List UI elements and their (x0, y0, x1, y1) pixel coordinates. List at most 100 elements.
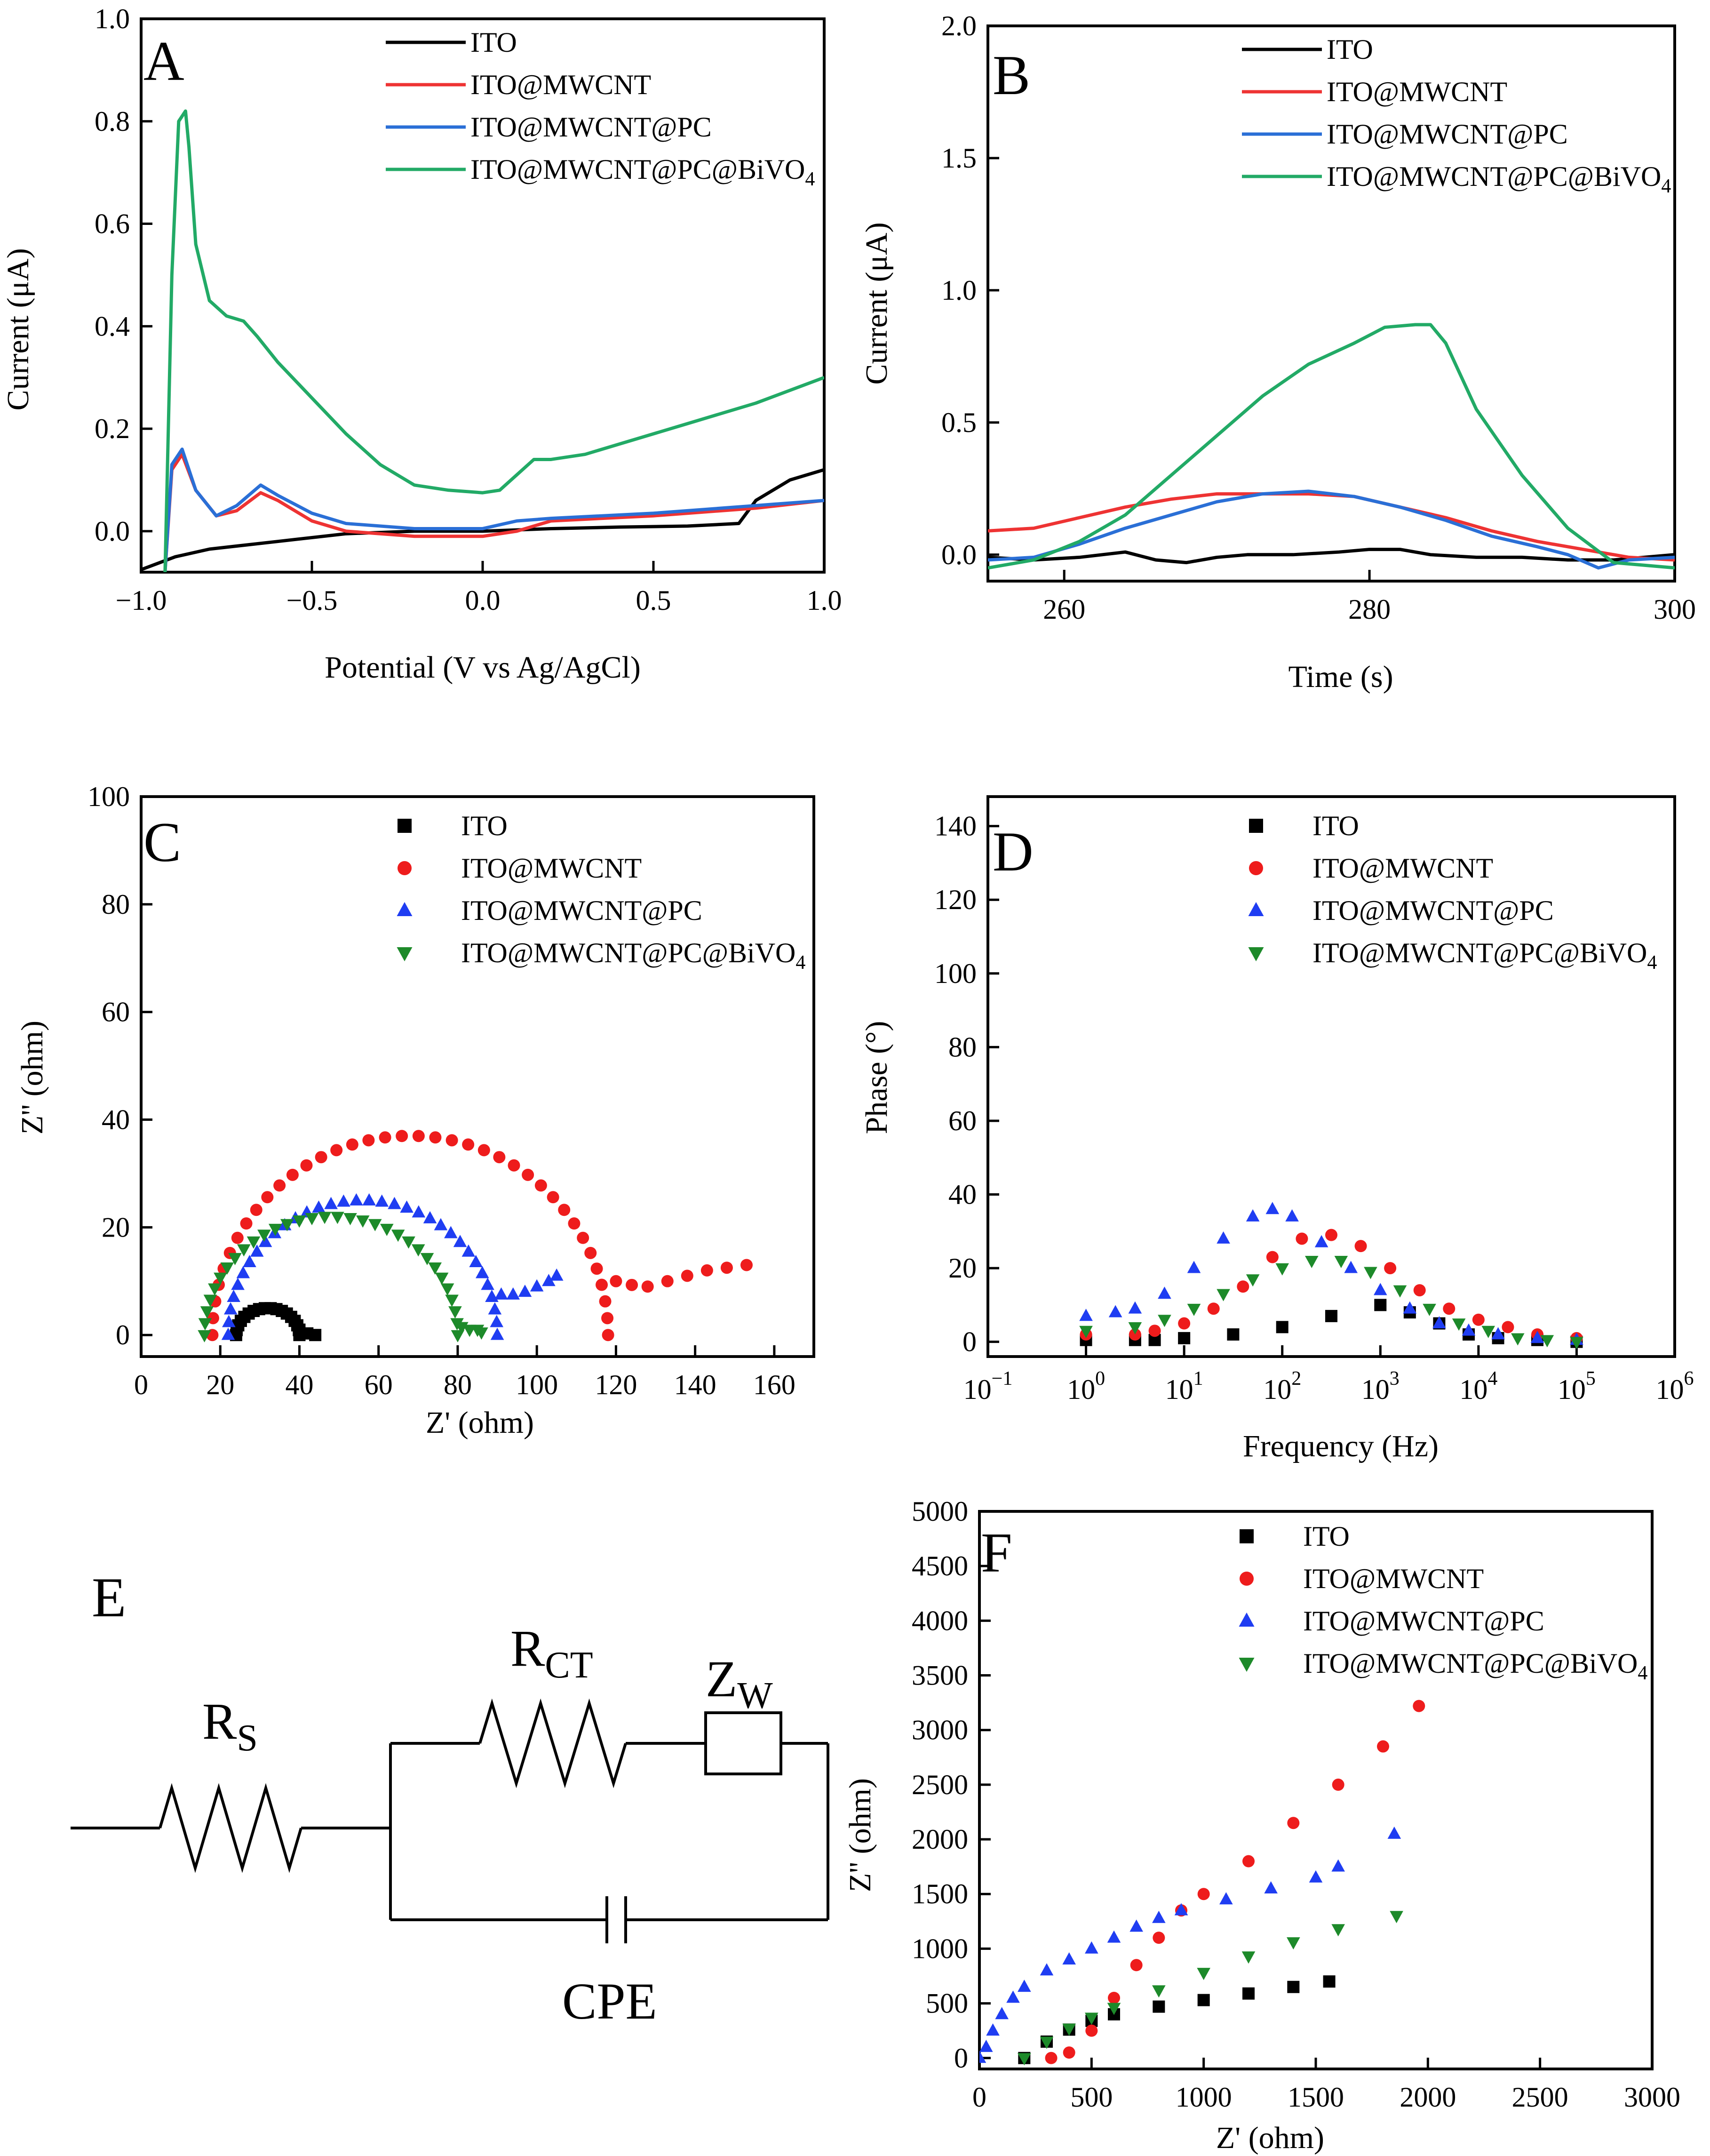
series-ito-mwcnt (1045, 1700, 1425, 2064)
series-ito-mwcnt-pc-point (388, 1197, 401, 1209)
y-tick-label: 40 (948, 1179, 977, 1210)
y-tick-label: 2.0 (941, 10, 977, 41)
series-ito-point (1325, 1310, 1337, 1322)
y-tick-label: 0 (116, 1319, 130, 1350)
legend-swatch (397, 947, 413, 961)
x-tick-label: 300 (1654, 594, 1696, 625)
series-ito-point (1178, 1332, 1191, 1344)
series-ito-mwcnt-pc-bivo4 (1079, 1256, 1583, 1349)
legend-label: ITO@MWCNT (470, 69, 651, 100)
legend-label: ITO@MWCNT@PC (461, 895, 702, 926)
series-ito-mwcnt-point (700, 1264, 713, 1277)
panel-letter-a: A (143, 30, 184, 92)
series-ito-mwcnt-pc-bivo4 (198, 1212, 488, 1342)
series-ito-mwcnt-point (240, 1217, 253, 1230)
series-ito-mwcnt-point (1443, 1302, 1455, 1315)
series-ito-mwcnt-pc-bivo4-point (1079, 1326, 1093, 1338)
y-tick-label: 60 (102, 997, 130, 1028)
series-ito-mwcnt-pc-point (258, 1235, 272, 1247)
series-ito-mwcnt-pc-point (1264, 1881, 1278, 1894)
x-tick-label: 2500 (1512, 2082, 1568, 2113)
resistor-rs (159, 1783, 302, 1873)
series-ito-mwcnt-point (1296, 1232, 1308, 1245)
x-tick-label: 160 (753, 1369, 795, 1400)
series-ito-mwcnt-point (1242, 1855, 1255, 1868)
series-ito-mwcnt-point (250, 1204, 262, 1216)
legend-label: ITO@MWCNT@PC@BiVO4 (1303, 1648, 1647, 1684)
series-ito-point (309, 1329, 322, 1342)
x-tick-label: 80 (444, 1369, 472, 1400)
legend-swatch (1249, 861, 1263, 875)
series-ito-mwcnt-point (261, 1191, 274, 1204)
x-tick-label: 100 (516, 1369, 558, 1400)
series-ito-mwcnt-pc-bivo4-point (1511, 1333, 1525, 1346)
series-ito-mwcnt-pc-bivo4-point (1187, 1303, 1201, 1316)
series-ito-mwcnt-pc-line (163, 447, 824, 572)
series-ito-mwcnt-pc-point (1006, 1990, 1020, 2003)
series-ito-line (141, 468, 824, 571)
series-ito-mwcnt-point (1384, 1262, 1397, 1275)
y-tick-label: 500 (926, 1988, 968, 2019)
series-ito-mwcnt-point (1325, 1229, 1337, 1241)
y-tick-label: 4500 (912, 1550, 968, 1581)
legend-swatch (1240, 1572, 1254, 1586)
series-ito-mwcnt-pc-point (223, 1302, 238, 1315)
series-ito-mwcnt-point (1148, 1325, 1161, 1337)
x-tick-label: 2000 (1400, 2082, 1456, 2113)
series-ito-mwcnt-point (1045, 2052, 1058, 2064)
series-ito-mwcnt-pc-bivo4-point (208, 1283, 222, 1296)
series-ito-mwcnt-point (681, 1270, 693, 1282)
series-ito-mwcnt-pc-bivo4-point (1128, 1322, 1142, 1334)
series-ito-mwcnt-pc-point (1085, 1941, 1098, 1954)
y-tick-label: 0.0 (941, 539, 977, 570)
series-ito-mwcnt-pc-bivo4-point (1540, 1335, 1554, 1348)
label-cpe: CPE (562, 1972, 657, 2030)
series-ito-mwcnt-point (610, 1275, 622, 1287)
legend-a: ITO ITO@MWCNT ITO@MWCNT@PC ITO@MWCNT@PC@BiV… (386, 27, 815, 190)
series-ito-mwcnt-pc-point (1285, 1209, 1299, 1222)
series-ito-mwcnt-pc-point (375, 1194, 389, 1207)
series-ito-mwcnt-pc-point (475, 1266, 489, 1278)
series-ito-mwcnt-point (1085, 2024, 1098, 2037)
series-ito-mwcnt-point (231, 1231, 244, 1244)
x-tick-label: 104 (1459, 1368, 1497, 1405)
series-ito-mwcnt-pc-point (400, 1200, 414, 1213)
series-ito-mwcnt-point (547, 1191, 559, 1204)
series-ito-mwcnt-pc-bivo4-point (1364, 1267, 1377, 1279)
series-ito-mwcnt-pc-point (1265, 1202, 1280, 1214)
series-ito-mwcnt-pc-bivo4-point (1304, 1256, 1319, 1269)
series-ito-mwcnt-pc-point (444, 1226, 458, 1238)
legend-c: ITO ITO@MWCNT ITO@MWCNT@PC ITO@MWCNT@PC@BiV… (397, 810, 805, 974)
legend-label: ITO@MWCNT@PC (1312, 895, 1554, 926)
series-ito-mwcnt-point (626, 1278, 638, 1291)
series-ito-line (988, 548, 1675, 565)
series-ito-mwcnt-pc-bivo4-point (1197, 1968, 1210, 1980)
legend-swatch (398, 819, 412, 833)
series-ito-mwcnt-point (1178, 1317, 1191, 1330)
y-tick-label: 1500 (912, 1878, 968, 1909)
series-ito-mwcnt-pc-point (530, 1279, 544, 1292)
legend-label: ITO@MWCNT@PC (470, 112, 712, 143)
series-ito-mwcnt-point (330, 1144, 343, 1157)
series-ito-mwcnt-pc-point (1344, 1261, 1358, 1273)
y-axis-label: Current (μA) (859, 222, 894, 384)
y-tick-label: 0.8 (95, 106, 130, 137)
series-ito-mwcnt-point (522, 1168, 534, 1181)
series-ito-mwcnt-point (1502, 1321, 1514, 1334)
series-ito-mwcnt-point (273, 1179, 286, 1192)
x-tick-label: 100 (1067, 1368, 1105, 1405)
series-ito-mwcnt-point (558, 1204, 571, 1216)
series-ito-mwcnt-pc-point (324, 1197, 338, 1209)
label-rs: RS (202, 1693, 258, 1759)
panel-a: −1.0 −0.5 0.0 0.5 1.0 0.0 0.2 0.4 0.6 0.8 1.0 Poten… (1, 3, 842, 685)
y-tick-label: 20 (102, 1212, 130, 1243)
series-ito-mwcnt-pc-bivo4-point (292, 1215, 306, 1228)
series-ito-mwcnt-pc-bivo4-point (198, 1330, 211, 1342)
y-axis-label: Z'' (ohm) (15, 1021, 49, 1134)
y-tick-label: 60 (948, 1105, 977, 1136)
x-tick-label: 1000 (1176, 2082, 1232, 2113)
series-ito-mwcnt-pc-point (490, 1327, 504, 1340)
series-ito-mwcnt-point (720, 1262, 733, 1274)
y-tick-label: 1.0 (941, 275, 977, 306)
